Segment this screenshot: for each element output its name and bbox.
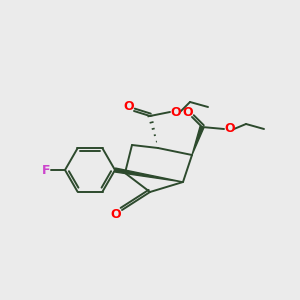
Text: O: O: [171, 106, 181, 118]
Text: O: O: [111, 208, 121, 221]
Text: F: F: [42, 164, 50, 176]
Text: O: O: [225, 122, 235, 136]
Text: O: O: [124, 100, 134, 112]
Polygon shape: [192, 126, 204, 155]
Polygon shape: [115, 168, 183, 182]
Text: O: O: [183, 106, 193, 118]
